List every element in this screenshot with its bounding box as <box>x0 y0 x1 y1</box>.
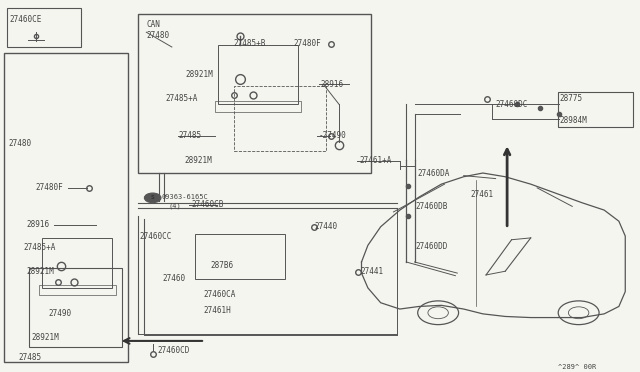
Bar <box>39 285 116 295</box>
Text: 27485+A: 27485+A <box>23 243 56 251</box>
Bar <box>29 267 122 347</box>
Text: 27460CB: 27460CB <box>191 200 223 209</box>
Text: 27461: 27461 <box>470 190 493 199</box>
Text: 28921M: 28921M <box>31 333 59 343</box>
Text: 27460DA: 27460DA <box>417 169 449 177</box>
Bar <box>138 14 371 173</box>
Text: 27480F: 27480F <box>36 183 63 192</box>
Text: 27485: 27485 <box>178 131 202 141</box>
Text: 28921M: 28921M <box>186 70 214 79</box>
Text: 27485+A: 27485+A <box>166 94 198 103</box>
Bar <box>214 101 301 112</box>
Bar <box>7 8 81 47</box>
Text: 27480F: 27480F <box>293 39 321 48</box>
Text: 28921M: 28921M <box>26 267 54 276</box>
Text: 28916: 28916 <box>320 80 343 89</box>
Text: 27461+A: 27461+A <box>360 156 392 165</box>
Text: 09363-6165C: 09363-6165C <box>162 194 209 200</box>
Text: 27485: 27485 <box>19 353 42 362</box>
Text: 27460CC: 27460CC <box>140 231 172 241</box>
Bar <box>557 92 633 128</box>
Text: (4): (4) <box>168 202 180 209</box>
Text: S: S <box>151 195 154 201</box>
Text: 28916: 28916 <box>26 221 49 230</box>
Bar <box>218 45 298 105</box>
Bar <box>42 238 113 288</box>
Text: 27480: 27480 <box>147 31 170 41</box>
Text: 27460DD: 27460DD <box>416 241 448 250</box>
Text: 27460CA: 27460CA <box>204 290 236 299</box>
Text: 287B6: 287B6 <box>210 261 234 270</box>
Text: 28921M: 28921M <box>184 155 212 164</box>
Text: -27490: -27490 <box>319 131 346 141</box>
Text: 28984M: 28984M <box>559 116 588 125</box>
Text: 28775: 28775 <box>559 94 582 103</box>
Bar <box>195 234 285 279</box>
Text: 27460DC: 27460DC <box>495 100 528 109</box>
Bar <box>4 52 129 362</box>
Text: 27460CD: 27460CD <box>157 346 189 355</box>
Text: 27461H: 27461H <box>204 306 232 315</box>
Text: 27460CE: 27460CE <box>9 16 42 25</box>
Text: 27490: 27490 <box>49 310 72 318</box>
Circle shape <box>145 193 161 203</box>
Text: 27441: 27441 <box>360 267 383 276</box>
Text: CAN: CAN <box>147 20 160 29</box>
Text: 27460: 27460 <box>163 274 186 283</box>
Text: 27480: 27480 <box>8 139 31 148</box>
Text: ^289^ 00R: ^289^ 00R <box>557 364 596 370</box>
Text: 27440: 27440 <box>315 222 338 231</box>
Text: 27485+B: 27485+B <box>234 39 266 48</box>
Text: 27460DB: 27460DB <box>416 202 448 211</box>
Bar <box>234 86 326 151</box>
